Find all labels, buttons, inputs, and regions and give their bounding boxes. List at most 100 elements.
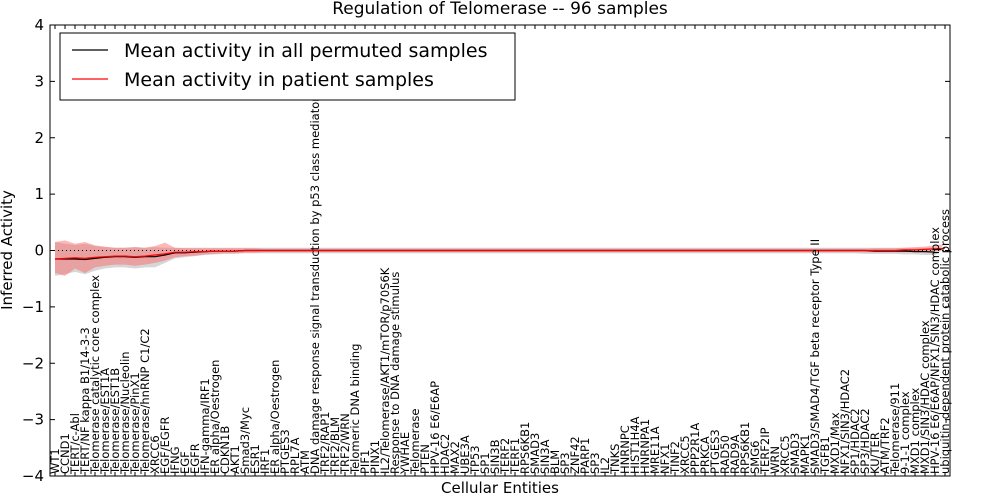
x-axis-label: Cellular Entities xyxy=(441,479,559,497)
chart-title: Regulation of Telomerase -- 96 samples xyxy=(332,0,668,19)
x-tick-label: Telomeric DNA binding xyxy=(348,344,362,475)
x-tick-label: PARP1 xyxy=(578,438,592,474)
x-tick-label: PTGES3 xyxy=(278,429,292,474)
y-tick-label: 3 xyxy=(34,72,44,90)
y-tick-label: −3 xyxy=(22,411,44,429)
y-axis-ticks: 4 3 2 1 0 −1 −2 −3 −4 xyxy=(22,16,950,485)
x-tick-label: TERF2IP xyxy=(758,427,772,475)
x-tick-label: TRF2/WRN xyxy=(338,413,352,475)
y-tick-label: −2 xyxy=(22,354,44,372)
y-tick-label: 4 xyxy=(34,16,44,34)
x-tick-label: TERT/c-Abl xyxy=(68,413,82,475)
x-tick-label: ATM xyxy=(298,450,312,474)
x-tick-label: ER alpha/Oestrogen xyxy=(208,360,222,474)
x-tick-label: NFX1/SIN3/HDAC2 xyxy=(838,369,852,474)
x-tick-label: IFN-gamma/IRF1 xyxy=(198,378,212,474)
x-tick-label: Smad3/Myc xyxy=(238,407,252,474)
x-tick-label: SMAD3 xyxy=(788,433,802,474)
legend-box xyxy=(59,32,516,101)
x-tick-label: DNA damage response signal transduction … xyxy=(308,97,322,474)
x-tick-label: PTGES3 xyxy=(708,429,722,474)
series-line-patient xyxy=(54,247,946,260)
legend-label-patient: Mean activity in patient samples xyxy=(124,69,434,91)
x-tick-label: XRCC5 xyxy=(678,435,692,474)
x-tick-label: HIST1H4A xyxy=(628,416,642,474)
x-tick-label: TNKS xyxy=(608,444,622,475)
x-tick-label: ESR1 xyxy=(248,444,262,474)
x-tick-label: MXD1 complex xyxy=(908,387,922,474)
x-tick-label: ATM/TRF2 xyxy=(878,417,892,474)
x-tick-label: Response to DNA damage stimulus xyxy=(388,272,402,474)
series-lines xyxy=(54,247,946,261)
x-tick-label: MAX2 xyxy=(448,441,462,474)
y-axis-label: Inferred Activity xyxy=(0,190,16,310)
x-tick-label: PIF1 xyxy=(358,450,372,474)
x-tick-label: EGF/EGFR xyxy=(158,417,172,474)
x-tick-label: AKT1 xyxy=(228,445,242,474)
x-tick-label: MRE11A xyxy=(648,426,662,474)
x-tick-label: MXD1/Max xyxy=(828,412,842,474)
x-tick-label: IL2 xyxy=(598,457,612,474)
x-tick-label: TERF1 xyxy=(508,438,522,475)
x-tick-label: HNRNPA1 xyxy=(638,419,652,474)
legend: Mean activity in all permuted samples Me… xyxy=(59,32,516,101)
x-tick-label: SP3 xyxy=(558,452,572,474)
x-tick-label: IRF1 xyxy=(258,449,272,474)
x-tick-label: CCND1 xyxy=(58,433,72,474)
x-tick-label: EGFR xyxy=(188,443,202,474)
x-tick-label: Telomerase/EST1B xyxy=(108,368,122,475)
x-tick-label: HDAC2 xyxy=(438,434,452,474)
x-tick-label: TERF2 xyxy=(498,438,512,475)
x-tick-label: IFNG xyxy=(168,446,182,474)
x-tick-label: SMG6 xyxy=(748,441,762,474)
x-tick-label: HNRNPC xyxy=(618,425,632,474)
x-tick-label: KU/TER xyxy=(868,432,882,474)
x-tick-label: WRN xyxy=(768,446,782,474)
x-tick-label: YWHAE xyxy=(398,432,412,475)
x-tick-label: TRF2/BLM xyxy=(328,417,342,475)
x-tick-label: RPS6KB1 xyxy=(518,422,532,474)
x-tick-label: EGF xyxy=(178,451,192,474)
x-tick-label: UBE3A xyxy=(458,435,472,474)
x-tick-label: Telomerase catalytic core complex xyxy=(88,275,102,475)
x-tick-label: Telomerase/EST1A xyxy=(98,368,112,475)
x-tick-label: XRCC5 xyxy=(778,435,792,474)
x-tick-label: SP3 xyxy=(588,452,602,474)
y-tick-label: 1 xyxy=(34,185,44,203)
x-tick-label: BLM xyxy=(548,450,562,474)
x-tick-label: ubiquitin-dependent protein catabolic pr… xyxy=(938,209,952,474)
x-tick-label: SIN3A xyxy=(538,439,552,474)
x-tick-label: RAD9A xyxy=(728,434,742,474)
x-tick-label: TINF2 xyxy=(668,441,682,475)
x-tick-label: Telomerase/hnRNP C1/C2 xyxy=(138,328,152,475)
x-tick-label: SMAD3 xyxy=(528,433,542,474)
y-tick-label: 0 xyxy=(34,242,44,260)
x-tick-label: PRKCA xyxy=(698,436,712,474)
x-tick-label: TERT/NF kappa B1/14-3-3 xyxy=(78,327,92,475)
x-tick-label: SP3/HDAC2 xyxy=(858,408,872,474)
legend-label-permuted: Mean activity in all permuted samples xyxy=(124,40,487,62)
x-tick-label: SMAD3/SMAD4/TGF beta receptor Type II xyxy=(808,239,822,474)
x-tick-label: HPV-16 E6/E6AP/NFX1/SIN3/HDAC complex xyxy=(928,227,942,474)
x-tick-label: SIN3B xyxy=(488,439,502,474)
x-tick-label: MXD1/SIN3/HDAC complex xyxy=(918,320,932,474)
x-tick-label: PPP2R1A xyxy=(688,423,702,474)
x-tick-label: TRF2/RAP1 xyxy=(318,412,332,475)
y-tick-label: 2 xyxy=(34,129,44,147)
y-tick-label: −1 xyxy=(22,298,44,316)
x-tick-label: PINX1 xyxy=(368,440,382,474)
x-tick-label: PTEN xyxy=(418,444,432,474)
x-tick-label: HPV-16 E6/E6AP xyxy=(428,381,442,474)
y-tick-label: −4 xyxy=(22,467,44,485)
x-tick-label: 9-1-1 complex xyxy=(898,391,912,474)
x-tick-label: RPL7A xyxy=(288,437,302,474)
x-tick-label: SP1 xyxy=(478,452,492,474)
x-tick-label: TGFB1 xyxy=(818,436,832,475)
x-tick-label: RAD50 xyxy=(718,435,732,474)
x-tick-label: Telomerase xyxy=(408,409,422,476)
x-tick-label: NFX1 xyxy=(658,444,672,474)
x-tick-label: ER alpha/Oestrogen xyxy=(268,360,282,474)
x-tick-label: XRCC6 xyxy=(148,435,162,474)
